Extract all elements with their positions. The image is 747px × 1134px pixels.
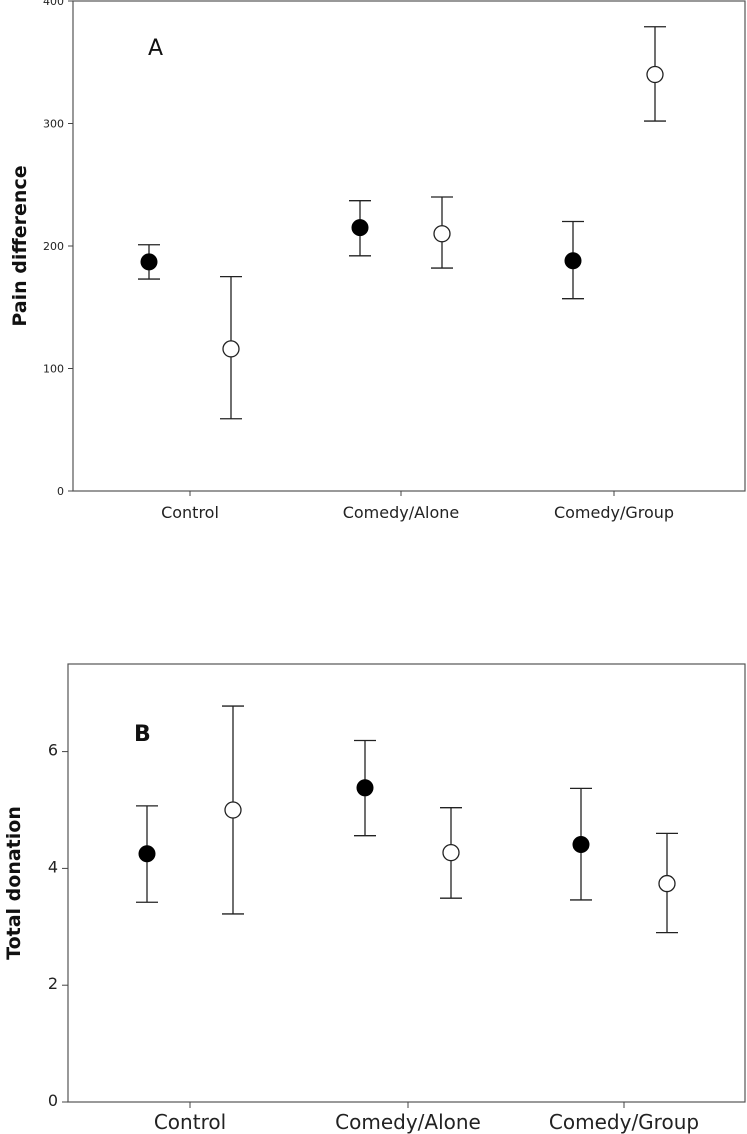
data-point-open xyxy=(222,340,240,358)
data-point-open xyxy=(442,843,460,862)
data-point-open xyxy=(433,225,451,243)
y-tick-label: 0 xyxy=(48,1091,58,1110)
y-tick-label: 400 xyxy=(43,0,64,8)
x-category-label: Control xyxy=(161,503,219,522)
y-tick-label: 2 xyxy=(48,974,58,993)
data-point-filled xyxy=(351,219,369,237)
data-point-open xyxy=(658,874,676,893)
plot-frame xyxy=(72,0,746,492)
y-axis-label: Total donation xyxy=(3,806,25,960)
y-tick-label: 200 xyxy=(43,240,64,253)
x-category-label: Comedy/Alone xyxy=(335,1110,481,1134)
data-point-filled xyxy=(564,252,582,270)
panel-label: B xyxy=(134,722,151,747)
x-category-label: Comedy/Group xyxy=(549,1110,699,1134)
plot-frame xyxy=(67,663,746,1103)
data-point-open xyxy=(224,801,242,819)
x-category-label: Control xyxy=(154,1110,226,1134)
data-point-filled xyxy=(356,779,374,797)
y-tick-label: 100 xyxy=(43,363,64,376)
panel-b: 0 2 4 6 Control Comedy/Alone Comedy/Group Total… xyxy=(3,663,746,1134)
x-category-label: Comedy/Alone xyxy=(343,503,460,522)
x-category-label: Comedy/Group xyxy=(554,503,674,522)
data-point-filled xyxy=(138,845,156,863)
panel-label: A xyxy=(148,36,163,61)
y-tick-label: 6 xyxy=(48,741,58,760)
data-point-filled xyxy=(140,253,158,271)
y-tick-label: 4 xyxy=(48,857,58,876)
data-point-filled xyxy=(572,835,590,853)
y-axis-label: Pain difference xyxy=(9,165,31,326)
data-point-open xyxy=(646,65,664,84)
y-tick-label: 300 xyxy=(43,118,64,131)
panel-a: 0 100 200 300 400 Control Comedy/Alone Comedy/G… xyxy=(9,0,746,522)
y-tick-label: 0 xyxy=(57,485,64,498)
